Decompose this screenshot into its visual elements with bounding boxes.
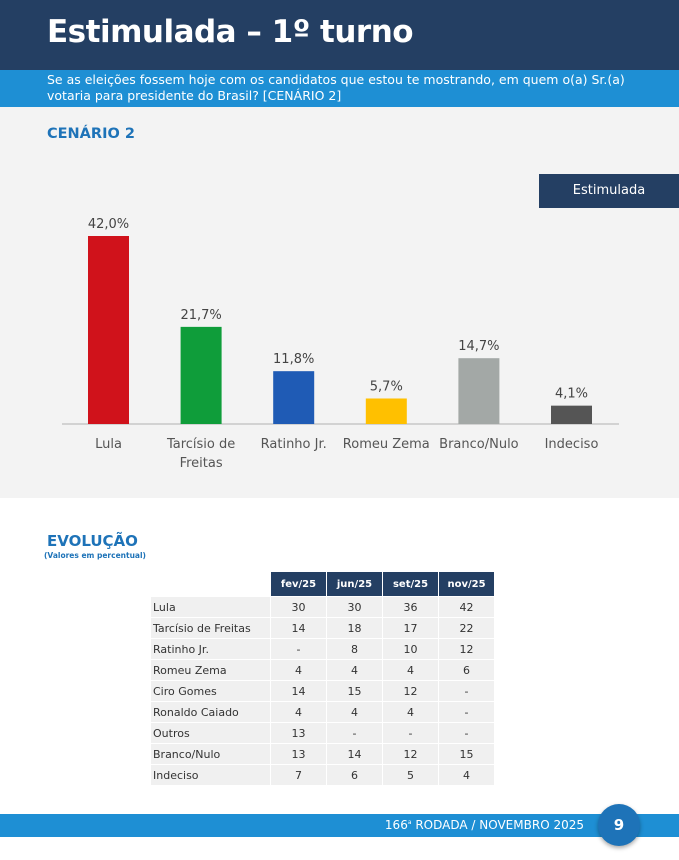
footer-bar: 166a RODADA / NOVEMBRO 2025 bbox=[0, 814, 679, 837]
row-label: Outros bbox=[151, 723, 270, 743]
data-label: 14,7% bbox=[458, 339, 499, 354]
bar bbox=[180, 326, 222, 424]
row-label: Romeu Zema bbox=[151, 660, 270, 680]
table-cell: - bbox=[439, 723, 494, 743]
table-cell: 30 bbox=[271, 597, 326, 617]
table-cell: 7 bbox=[271, 765, 326, 785]
round-suffix: a bbox=[407, 819, 412, 826]
table-cell: - bbox=[271, 639, 326, 659]
question-text: Se as eleições fossem hoje com os candid… bbox=[47, 72, 625, 103]
data-label: 42,0% bbox=[88, 217, 129, 232]
table-cell: 4 bbox=[383, 660, 438, 680]
bar bbox=[365, 398, 407, 424]
round-number: 166 bbox=[384, 818, 408, 832]
category-label: Branco/Nulo bbox=[439, 437, 519, 452]
data-label: 4,1% bbox=[555, 387, 588, 402]
table-cell: 14 bbox=[271, 681, 326, 701]
bar-chart: 42,0% Lula 21,7% Tarcísio de Freitas 11,8% Rat… bbox=[62, 217, 619, 471]
table-cell: 12 bbox=[439, 639, 494, 659]
table-cell: 13 bbox=[271, 744, 326, 764]
evolution-title: EVOLUÇÃO bbox=[47, 532, 138, 550]
table-row: Indeciso 7 6 5 4 bbox=[151, 765, 494, 785]
row-label: Lula bbox=[151, 597, 270, 617]
row-label: Tarcísio de Freitas bbox=[151, 618, 270, 638]
table-row: Romeu Zema 4 4 4 6 bbox=[151, 660, 494, 680]
table-cell: - bbox=[439, 702, 494, 722]
category-label: Ratinho Jr. bbox=[261, 437, 327, 452]
table-cell: 4 bbox=[271, 660, 326, 680]
table-corner bbox=[151, 572, 270, 596]
column-header: fev/25 bbox=[271, 572, 326, 596]
bar bbox=[88, 236, 129, 424]
evolution-table: fev/25 jun/25 set/25 nov/25 Lula 30 30 3… bbox=[150, 571, 495, 786]
table-cell: 8 bbox=[327, 639, 382, 659]
row-label: Ciro Gomes bbox=[151, 681, 270, 701]
table-cell: 14 bbox=[271, 618, 326, 638]
table-cell: 22 bbox=[439, 618, 494, 638]
table-cell: 14 bbox=[327, 744, 382, 764]
bar bbox=[458, 358, 500, 424]
table-row: Ciro Gomes 14 15 12 - bbox=[151, 681, 494, 701]
row-label: Ratinho Jr. bbox=[151, 639, 270, 659]
table-cell: 36 bbox=[383, 597, 438, 617]
scenario-label: CENÁRIO 2 bbox=[47, 126, 135, 142]
table-cell: 4 bbox=[383, 702, 438, 722]
category-label: Tarcísio de Freitas bbox=[166, 437, 235, 471]
data-label: 11,8% bbox=[273, 352, 314, 367]
table-cell: 10 bbox=[383, 639, 438, 659]
table-cell: 12 bbox=[383, 681, 438, 701]
table-cell: 13 bbox=[271, 723, 326, 743]
table-cell: 6 bbox=[439, 660, 494, 680]
data-label: 21,7% bbox=[180, 308, 221, 323]
header-banner: Estimulada – 1º turno bbox=[0, 0, 679, 70]
table-row: Outros 13 - - - bbox=[151, 723, 494, 743]
table-row: Branco/Nulo 13 14 12 15 bbox=[151, 744, 494, 764]
table-cell: 15 bbox=[327, 681, 382, 701]
table-cell: - bbox=[439, 681, 494, 701]
bar bbox=[551, 405, 592, 424]
table-row: Ronaldo Caiado 4 4 4 - bbox=[151, 702, 494, 722]
table-cell: 18 bbox=[327, 618, 382, 638]
chart-panel: CENÁRIO 2 Estimulada 42,0% Lula 21,7% Tarcí… bbox=[0, 107, 679, 498]
footer-round: 166a RODADA / NOVEMBRO 2025 bbox=[385, 818, 584, 832]
table-row: Ratinho Jr. - 8 10 12 bbox=[151, 639, 494, 659]
page-title: Estimulada – 1º turno bbox=[47, 14, 414, 50]
table-cell: 4 bbox=[327, 660, 382, 680]
column-header: nov/25 bbox=[439, 572, 494, 596]
question-bar: Se as eleições fossem hoje com os candid… bbox=[0, 70, 679, 107]
bar bbox=[273, 371, 315, 424]
table-cell: 6 bbox=[327, 765, 382, 785]
row-label: Indeciso bbox=[151, 765, 270, 785]
category-label: Indeciso bbox=[545, 437, 599, 452]
column-header: set/25 bbox=[383, 572, 438, 596]
table-cell: 30 bbox=[327, 597, 382, 617]
table-cell: 4 bbox=[327, 702, 382, 722]
category-label: Romeu Zema bbox=[343, 437, 430, 452]
table-row: Lula 30 30 36 42 bbox=[151, 597, 494, 617]
row-label: Ronaldo Caiado bbox=[151, 702, 270, 722]
table-cell: - bbox=[383, 723, 438, 743]
table-header-row: fev/25 jun/25 set/25 nov/25 bbox=[151, 572, 494, 596]
table-cell: 17 bbox=[383, 618, 438, 638]
legend-tag: Estimulada bbox=[539, 174, 679, 208]
table-cell: 5 bbox=[383, 765, 438, 785]
row-label: Branco/Nulo bbox=[151, 744, 270, 764]
table-cell: 42 bbox=[439, 597, 494, 617]
table-cell: 4 bbox=[439, 765, 494, 785]
category-label: Lula bbox=[95, 437, 122, 452]
table-cell: 4 bbox=[271, 702, 326, 722]
table-cell: 15 bbox=[439, 744, 494, 764]
table-cell: 12 bbox=[383, 744, 438, 764]
column-header: jun/25 bbox=[327, 572, 382, 596]
evolution-subtitle: (Valores em percentual) bbox=[44, 551, 146, 560]
table-row: Tarcísio de Freitas 14 18 17 22 bbox=[151, 618, 494, 638]
table-cell: - bbox=[327, 723, 382, 743]
page-number: 9 bbox=[598, 804, 640, 846]
data-label: 5,7% bbox=[370, 379, 403, 394]
round-text: RODADA / NOVEMBRO 2025 bbox=[411, 818, 584, 832]
